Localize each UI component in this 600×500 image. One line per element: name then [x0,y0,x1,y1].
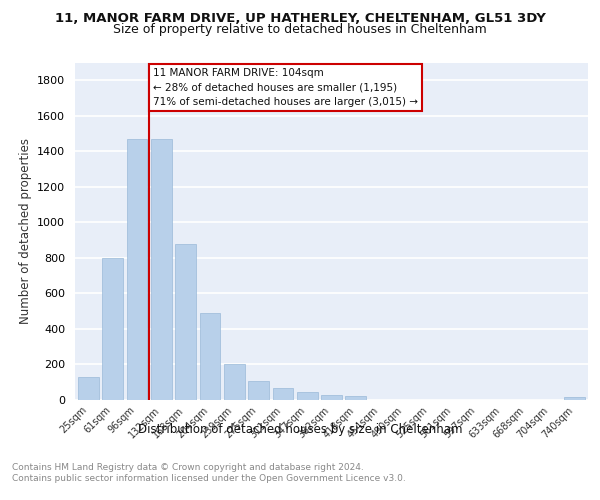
Bar [103,258,123,400]
Bar [175,244,196,400]
Text: 11 MANOR FARM DRIVE: 104sqm
← 28% of detached houses are smaller (1,195)
71% of : 11 MANOR FARM DRIVE: 104sqm ← 28% of det… [153,68,418,106]
Text: 11, MANOR FARM DRIVE, UP HATHERLEY, CHELTENHAM, GL51 3DY: 11, MANOR FARM DRIVE, UP HATHERLEY, CHEL… [55,12,545,26]
Bar [78,378,99,400]
Bar [151,139,172,400]
Bar [297,392,317,400]
Text: Contains HM Land Registry data © Crown copyright and database right 2024.: Contains HM Land Registry data © Crown c… [12,462,364,471]
Bar [224,364,245,400]
Bar [200,313,220,400]
Text: Contains public sector information licensed under the Open Government Licence v3: Contains public sector information licen… [12,474,406,483]
Bar [248,381,269,400]
Text: Distribution of detached houses by size in Cheltenham: Distribution of detached houses by size … [138,422,462,436]
Bar [346,396,366,400]
Bar [127,139,148,400]
Bar [564,397,585,400]
Bar [272,388,293,400]
Text: Size of property relative to detached houses in Cheltenham: Size of property relative to detached ho… [113,22,487,36]
Y-axis label: Number of detached properties: Number of detached properties [19,138,32,324]
Bar [321,394,342,400]
